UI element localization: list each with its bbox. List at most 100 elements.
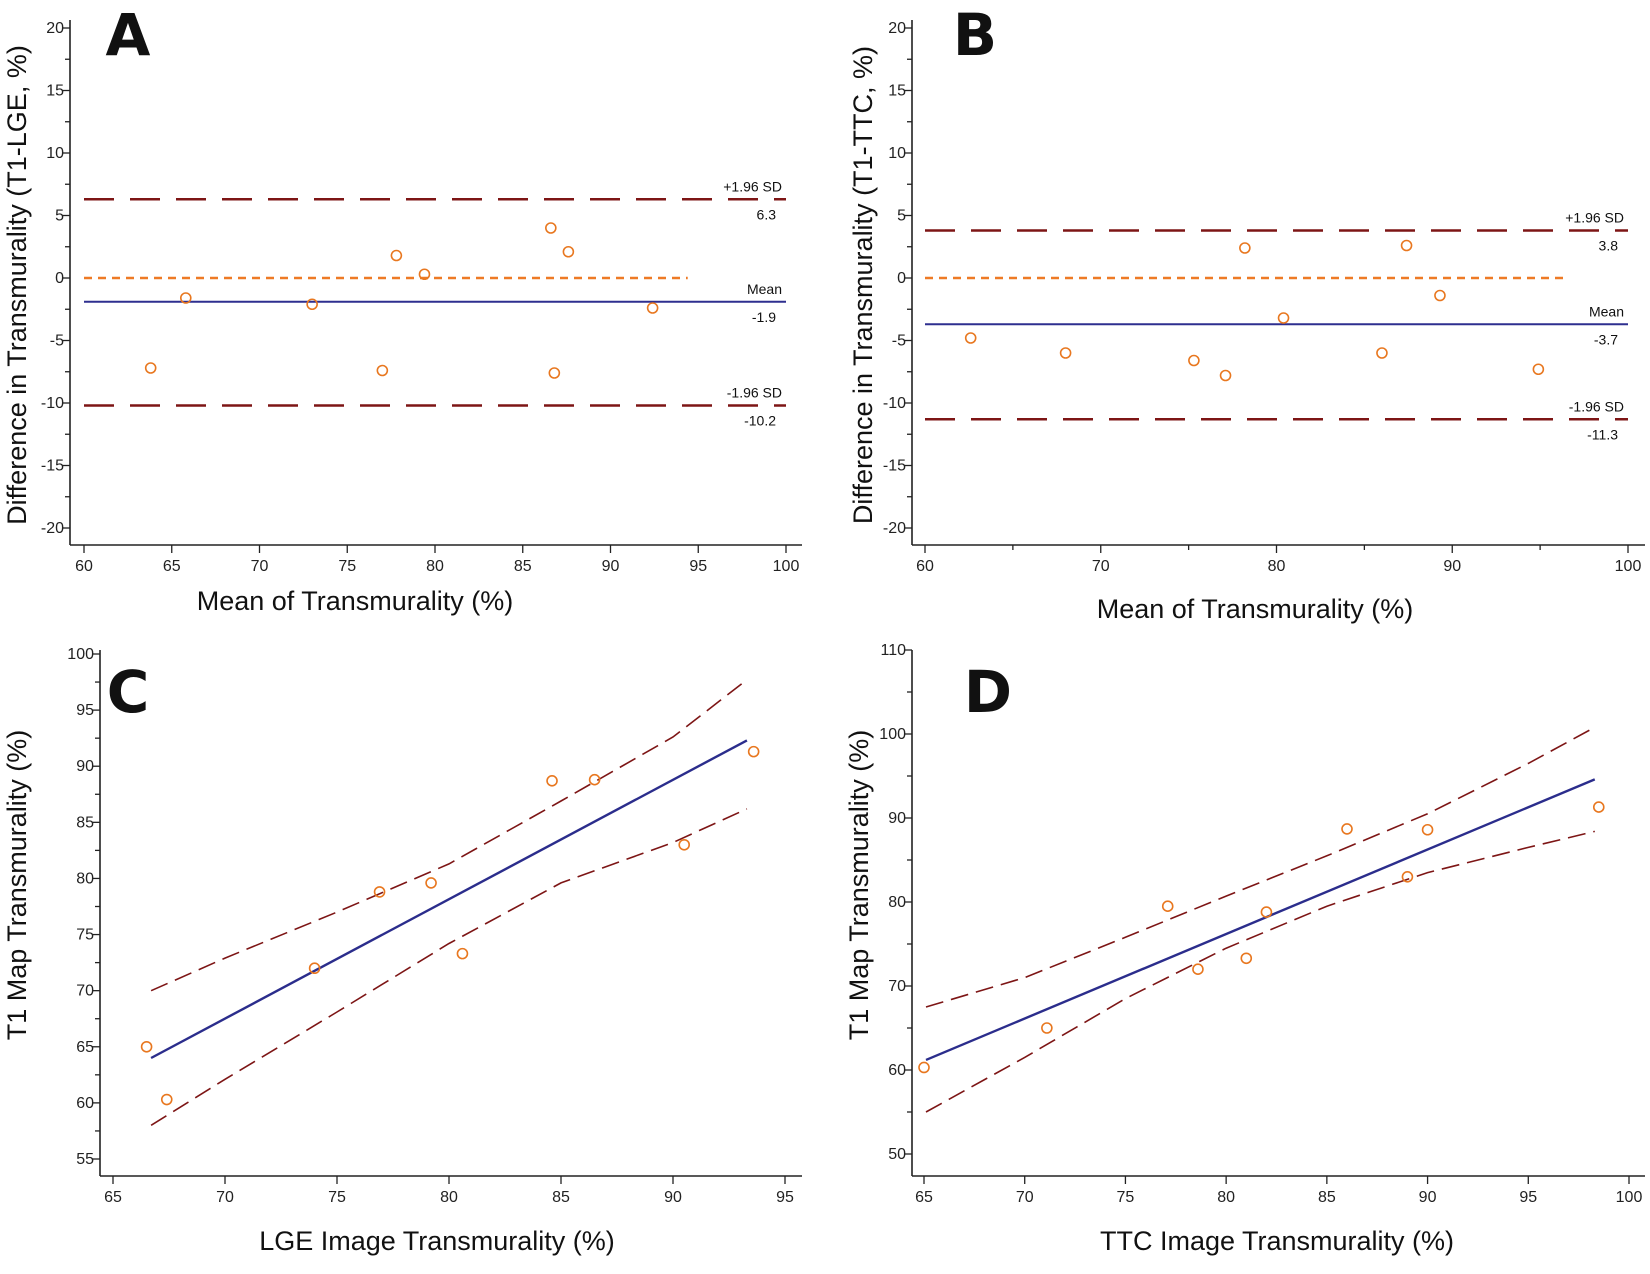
data-point: [418, 268, 431, 281]
x-tick-label: 100: [773, 558, 800, 575]
x-tick-label: 65: [104, 1189, 122, 1206]
x-tick-label: 70: [251, 558, 269, 575]
x-tick-label: 80: [1268, 558, 1286, 575]
x-tick-label: 70: [1016, 1189, 1034, 1206]
data-point: [1041, 1022, 1053, 1034]
upper-limit-value-label: 3.8: [1599, 238, 1619, 254]
data-point: [1240, 952, 1253, 965]
x-tick-label: 95: [1519, 1189, 1537, 1206]
x-axis-title: TTC Image Transmurality (%): [1100, 1226, 1454, 1256]
x-tick-label: 75: [1117, 1189, 1135, 1206]
y-axis-title: Difference in Transmurality (T1-LGE, %): [2, 45, 32, 525]
x-tick-label: 85: [514, 558, 532, 575]
x-axis-title: LGE Image Transmurality (%): [259, 1226, 615, 1256]
data-point: [545, 222, 557, 234]
y-tick-label: 10: [46, 145, 64, 162]
x-tick-label: 65: [915, 1189, 933, 1206]
data-point: [1532, 363, 1545, 376]
panel-a-bland-altman: 60 65 70 75 80 85 90 95 100 -20 -15 -10 -5 0 5 10 15 20 Me…: [2, 1, 802, 616]
mean-label: Mean: [1589, 303, 1624, 319]
x-tick-label: 65: [163, 558, 181, 575]
mean-value-label: -1.9: [752, 309, 776, 325]
regression-line: [925, 778, 1596, 1062]
x-tick-label: 90: [664, 1189, 682, 1206]
y-tick-label: 0: [55, 270, 64, 287]
x-tick-label: 95: [776, 1189, 794, 1206]
data-point: [1161, 900, 1174, 913]
y-tick-label: 55: [76, 1151, 94, 1168]
panel-letter: C: [107, 658, 150, 726]
lower-limit-label: -1.96 SD: [1569, 398, 1624, 414]
y-tick-label: -20: [883, 520, 906, 537]
data-point: [1192, 963, 1204, 976]
x-tick-label: 75: [338, 558, 356, 575]
data-point: [1260, 906, 1273, 918]
data-point: [425, 877, 437, 889]
y-tick-label: -15: [883, 458, 906, 475]
data-point: [1421, 823, 1434, 836]
data-point: [373, 886, 386, 898]
data-point: [1341, 823, 1353, 835]
data-point: [1376, 347, 1388, 359]
y-tick-label: 80: [888, 894, 906, 911]
x-tick-label: 85: [552, 1189, 570, 1206]
y-tick-label: 75: [76, 927, 94, 944]
y-tick-label: -10: [41, 395, 64, 412]
panel-letter: A: [106, 1, 151, 69]
x-tick-label: 70: [216, 1189, 234, 1206]
regression-line: [150, 739, 748, 1060]
y-tick-label: -10: [883, 395, 906, 412]
data-point: [306, 298, 318, 311]
panel-letter: D: [964, 658, 1012, 726]
x-tick-label: 100: [1616, 1189, 1643, 1206]
lower-limit-label: -1.96 SD: [727, 385, 782, 401]
confidence-band-lower: [150, 808, 748, 1126]
data-point: [588, 773, 601, 786]
data-point: [678, 838, 691, 851]
data-point: [144, 362, 157, 374]
y-tick-label: 95: [76, 702, 94, 719]
data-point: [160, 1093, 173, 1106]
x-tick-label: 90: [1419, 1189, 1437, 1206]
y-tick-label: 90: [888, 810, 906, 827]
data-point: [546, 775, 558, 787]
y-tick-label: 100: [879, 726, 906, 743]
y-tick-label: 20: [888, 20, 906, 37]
data-point: [1239, 242, 1251, 254]
y-tick-label: 15: [888, 83, 906, 100]
x-tick-label: 85: [1318, 1189, 1336, 1206]
data-point: [548, 367, 561, 379]
data-point: [390, 249, 403, 262]
data-point: [1059, 347, 1072, 359]
y-tick-label: 85: [76, 814, 94, 831]
y-tick-label: -20: [41, 520, 64, 537]
panel-b-bland-altman: 60 70 80 90 100 -20 -15 -10 -5 0 5 10 15 20 Mean of Tr…: [848, 1, 1645, 624]
y-tick-label: 65: [76, 1039, 94, 1056]
x-axis-title: Mean of Transmurality (%): [197, 586, 514, 616]
y-tick-label: -5: [50, 333, 64, 350]
upper-limit-value-label: 6.3: [757, 206, 777, 222]
y-tick-label: -5: [892, 333, 906, 350]
upper-limit-label: +1.96 SD: [1565, 210, 1624, 226]
x-tick-label: 60: [75, 558, 93, 575]
y-tick-label: 50: [888, 1146, 906, 1163]
data-point: [1401, 870, 1414, 883]
y-tick-label: 60: [888, 1062, 906, 1079]
data-point: [456, 947, 469, 960]
x-tick-label: 80: [1217, 1189, 1235, 1206]
y-axis-title: Difference in Transmurality (T1-TTC, %): [848, 46, 878, 524]
y-tick-label: 60: [76, 1095, 94, 1112]
mean-label: Mean: [747, 281, 782, 297]
data-point: [376, 364, 389, 377]
data-point: [918, 1061, 930, 1074]
y-tick-label: 10: [888, 145, 906, 162]
y-tick-label: -15: [41, 458, 64, 475]
x-axis-title: Mean of Transmurality (%): [1097, 594, 1414, 624]
data-point: [179, 292, 192, 304]
y-tick-label: 0: [897, 270, 906, 287]
x-tick-label: 100: [1615, 558, 1642, 575]
y-tick-label: 20: [46, 20, 64, 37]
data-point: [1219, 369, 1232, 382]
panel-letter: B: [953, 1, 997, 69]
